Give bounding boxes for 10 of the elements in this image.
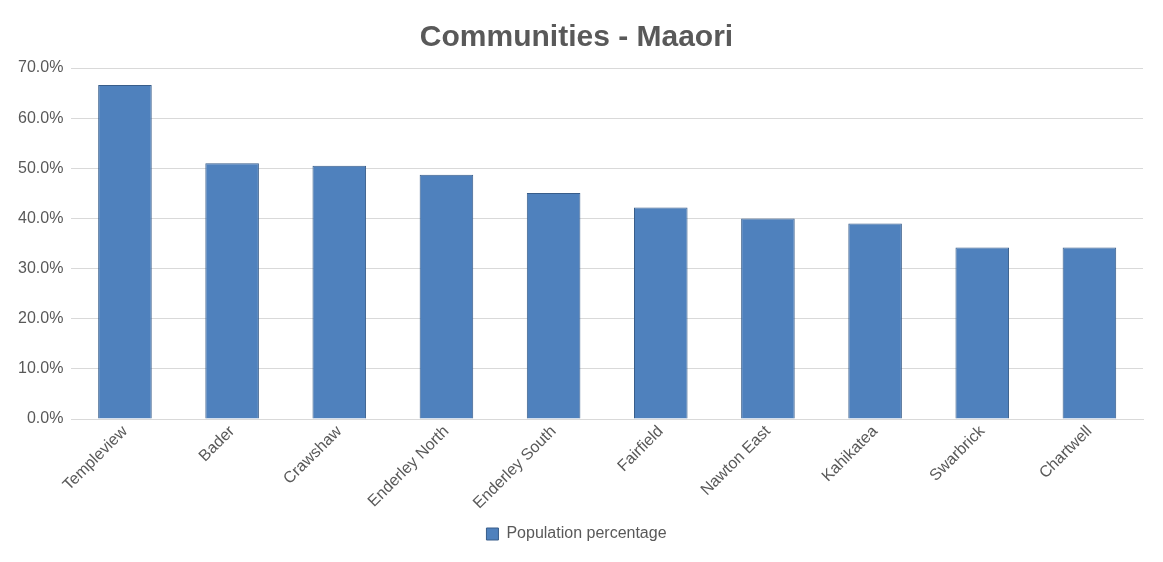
- y-tick-label: 30.0%: [17, 259, 64, 277]
- y-tick-label: 0.0%: [26, 409, 64, 427]
- y-tick-label: 50.0%: [17, 158, 64, 176]
- legend-label: Population percentage: [506, 524, 667, 542]
- y-tick-label: 40.0%: [17, 208, 64, 226]
- chart-title: Communities - Maaori: [419, 19, 734, 53]
- y-tick-label: 60.0%: [17, 108, 64, 126]
- y-tick-label: 20.0%: [17, 309, 64, 327]
- y-tick-label: 10.0%: [17, 359, 64, 377]
- y-tick-label: 70.0%: [17, 58, 64, 76]
